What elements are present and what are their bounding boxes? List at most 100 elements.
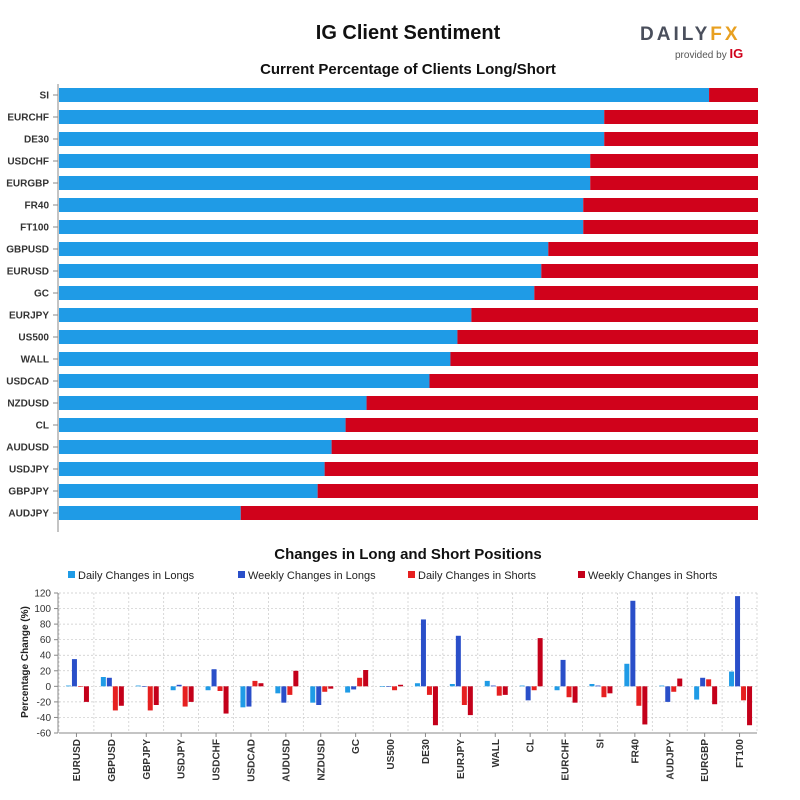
bar-fr40-s4 xyxy=(642,686,648,725)
category-label-gbpusd: GBPUSD xyxy=(6,245,49,256)
legend-swatch-4 xyxy=(578,571,585,578)
long-bar-ft100 xyxy=(59,220,584,234)
legend-swatch-3 xyxy=(408,571,415,578)
bar-fr40-s3 xyxy=(636,686,642,706)
bar-us500-s2 xyxy=(386,686,392,687)
bar-eurjpy-s2 xyxy=(455,635,461,687)
ig-logo: IG xyxy=(729,46,744,61)
x-label-us500: US500 xyxy=(386,739,397,770)
x-label-fr40: FR40 xyxy=(630,739,641,764)
legend-label-1: Daily Changes in Longs xyxy=(78,570,195,582)
y-tick-label: 20 xyxy=(40,666,52,677)
bar-wall-s3 xyxy=(496,686,502,696)
main-title: IG Client Sentiment xyxy=(315,22,501,44)
short-bar-si xyxy=(709,88,758,102)
category-label-si: SI xyxy=(40,91,50,102)
category-label-us500: US500 xyxy=(18,333,49,344)
bar-de30-s3 xyxy=(426,686,432,695)
short-bar-cl xyxy=(345,418,758,432)
category-label-fr40: FR40 xyxy=(25,201,50,212)
bar-usdjpy-s3 xyxy=(182,686,188,707)
y-tick-label: 40 xyxy=(40,651,52,662)
short-bar-gc xyxy=(534,286,758,300)
x-label-gbpusd: GBPUSD xyxy=(107,739,118,782)
bar-si-s1 xyxy=(589,684,595,687)
long-bar-de30 xyxy=(59,132,605,146)
bar-de30-s1 xyxy=(414,683,420,687)
bar-gc-s3 xyxy=(357,677,363,687)
bar-gbpjpy-s3 xyxy=(147,686,153,711)
short-bar-eurusd xyxy=(541,264,758,278)
category-label-de30: DE30 xyxy=(24,135,49,146)
dailyfx-logo: DAILYFX provided by IG xyxy=(640,24,750,61)
bar-eurjpy-s4 xyxy=(467,686,473,716)
bar-eurusd-s1 xyxy=(65,685,71,687)
bar-cl-s3 xyxy=(531,686,537,691)
short-bar-gbpusd xyxy=(548,242,758,256)
category-label-eurchf: EURCHF xyxy=(7,113,49,124)
bar-eurjpy-s3 xyxy=(461,686,467,705)
bar-wall-s1 xyxy=(484,680,490,687)
y-axis-label: Percentage Change (%) xyxy=(20,606,31,718)
bar-gc-s1 xyxy=(345,686,351,693)
category-label-eurusd: EURUSD xyxy=(7,267,49,278)
bar-gbpusd-s3 xyxy=(112,686,118,711)
bar-eurjpy-s1 xyxy=(449,684,455,687)
bar-eurusd-s4 xyxy=(83,686,89,702)
bar-eurusd-s3 xyxy=(77,686,83,687)
bar-gc-s4 xyxy=(363,670,369,687)
short-bar-de30 xyxy=(604,132,758,146)
short-bar-gbpjpy xyxy=(317,484,758,498)
short-bar-eurjpy xyxy=(471,308,758,322)
brand-main: DAILY xyxy=(640,24,711,45)
bar-audjpy-s2 xyxy=(665,686,671,702)
short-bar-nzdusd xyxy=(366,396,758,410)
bar-us500-s4 xyxy=(398,684,404,687)
bar-eurchf-s1 xyxy=(554,686,560,691)
short-bar-audjpy xyxy=(240,506,759,520)
chart2-title: Changes in Long and Short Positions xyxy=(274,546,542,563)
short-bar-us500 xyxy=(457,330,758,344)
brand-provided: provided by IG xyxy=(675,46,743,61)
short-bar-eurgbp xyxy=(590,176,758,190)
x-label-eurgbp: EURGBP xyxy=(700,739,711,782)
long-bar-usdjpy xyxy=(59,462,325,476)
y-tick-label: 60 xyxy=(40,635,52,646)
x-label-gc: GC xyxy=(351,739,362,754)
legend-label-3: Daily Changes in Shorts xyxy=(418,570,537,582)
x-label-si: SI xyxy=(595,739,606,749)
bar-nzdusd-s1 xyxy=(310,686,316,703)
bar-cl-s4 xyxy=(537,638,543,687)
bar-usdcad-s4 xyxy=(258,683,264,687)
y-tick-label: -60 xyxy=(37,729,52,740)
legend-swatch-2 xyxy=(238,571,245,578)
bar-audjpy-s1 xyxy=(659,685,665,687)
y-tick-label: 120 xyxy=(34,589,51,600)
bar-eurgbp-s1 xyxy=(694,686,700,700)
category-label-eurgbp: EURGBP xyxy=(6,179,49,190)
long-bar-eurusd xyxy=(59,264,542,278)
bar-gbpjpy-s2 xyxy=(141,686,147,687)
y-tick-label: 80 xyxy=(40,620,52,631)
bar-usdchf-s3 xyxy=(217,686,223,691)
bar-nzdusd-s2 xyxy=(316,686,322,705)
long-bar-audusd xyxy=(59,440,332,454)
bar-ft100-s3 xyxy=(741,686,747,701)
x-label-nzdusd: NZDUSD xyxy=(316,739,327,781)
category-label-wall: WALL xyxy=(21,355,49,366)
long-bar-si xyxy=(59,88,710,102)
short-bar-eurchf xyxy=(604,110,758,124)
bar-eurusd-s2 xyxy=(71,659,77,687)
bar-wall-s4 xyxy=(502,686,508,695)
category-label-cl: CL xyxy=(36,421,49,432)
x-label-cl: CL xyxy=(526,739,537,752)
long-bar-eurjpy xyxy=(59,308,472,322)
chart1-title: Current Percentage of Clients Long/Short xyxy=(260,61,556,78)
long-bar-us500 xyxy=(59,330,458,344)
category-label-nzdusd: NZDUSD xyxy=(7,399,49,410)
bar-nzdusd-s4 xyxy=(328,686,334,689)
brand-provided-text: provided by xyxy=(675,50,727,61)
category-label-audusd: AUDUSD xyxy=(6,443,49,454)
bar-gbpusd-s1 xyxy=(100,677,106,687)
